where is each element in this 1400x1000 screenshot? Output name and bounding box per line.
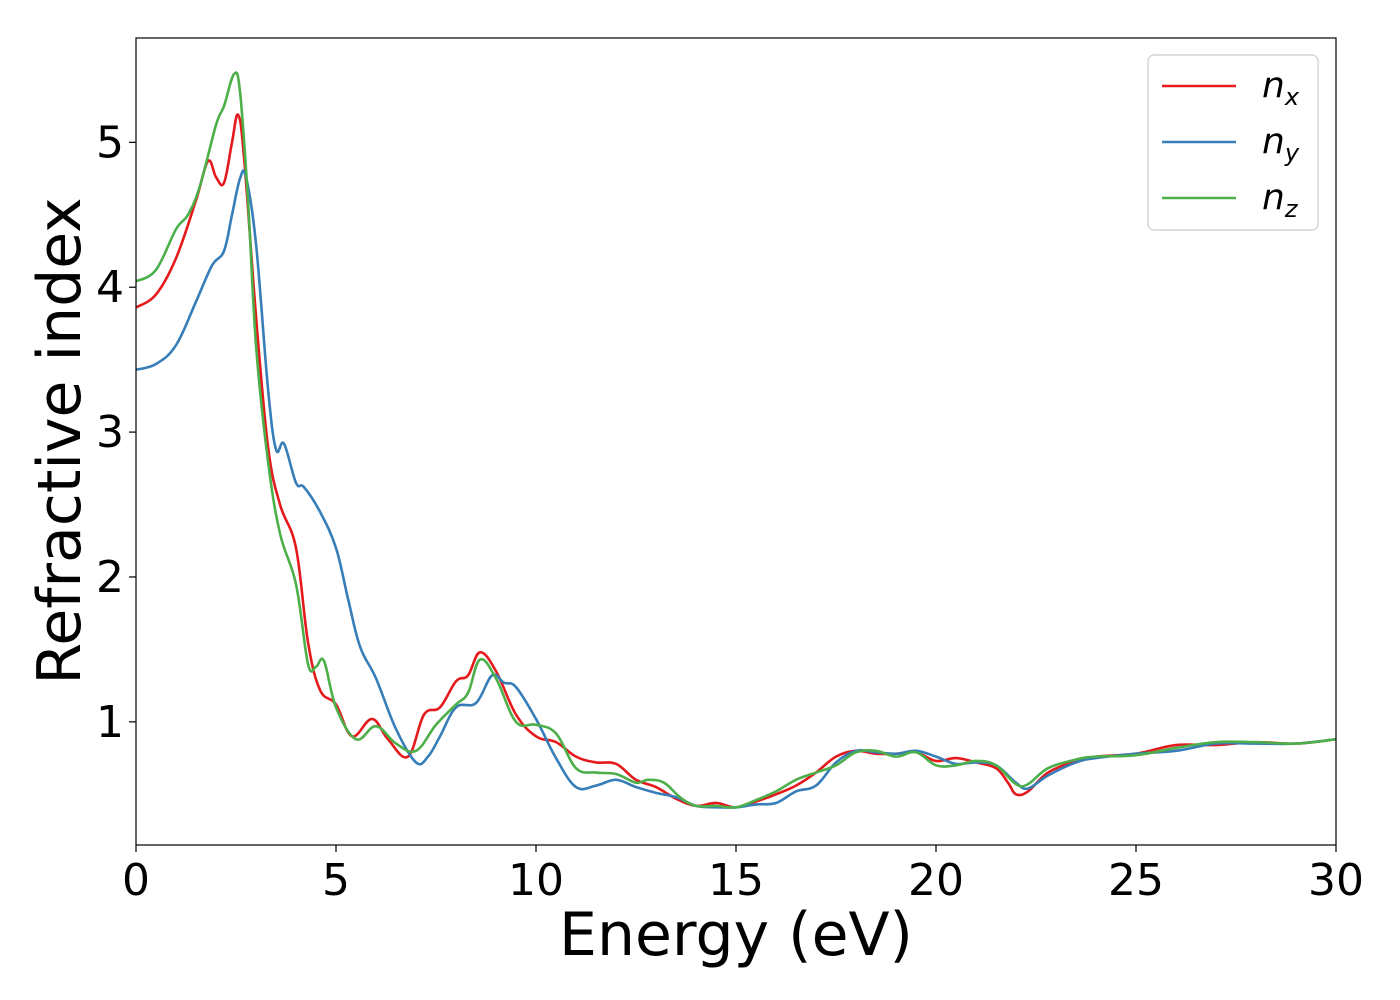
x-tick-label: 20 [908,855,964,906]
series-line-n_y [136,169,1336,809]
y-tick-label: 4 [96,262,124,313]
x-tick-label: 5 [322,855,350,906]
x-tick-label: 30 [1308,855,1364,906]
y-axis-label: Refractive index [25,197,95,684]
y-tick-label: 1 [96,697,124,748]
x-tick-label: 0 [122,855,150,906]
y-tick-label: 2 [96,552,124,603]
legend-label-n_z: nz [1262,177,1299,223]
legend-label-main: n [1262,177,1285,218]
series-line-n_z [136,71,1336,809]
series-lines [136,71,1336,809]
series-line-n_x [136,113,1336,809]
legend-label-subscript: y [1284,139,1300,167]
x-tick-label: 10 [508,855,564,906]
y-axis-ticks: 1 2 3 4 5 [96,117,136,748]
y-tick-label: 3 [96,407,124,458]
y-tick-label: 5 [96,117,124,168]
x-axis-label: Energy (eV) [559,900,913,970]
legend-label-main: n [1262,121,1285,162]
legend-label-subscript: x [1284,83,1300,111]
x-axis-ticks: 0 5 10 15 20 25 30 [122,845,1364,906]
legend-label-subscript: z [1284,195,1299,223]
x-tick-label: 25 [1108,855,1164,906]
legend-label-main: n [1262,65,1285,106]
x-tick-label: 15 [708,855,764,906]
legend-label-n_x: nx [1262,65,1300,111]
legend-label-n_y: ny [1262,121,1300,167]
